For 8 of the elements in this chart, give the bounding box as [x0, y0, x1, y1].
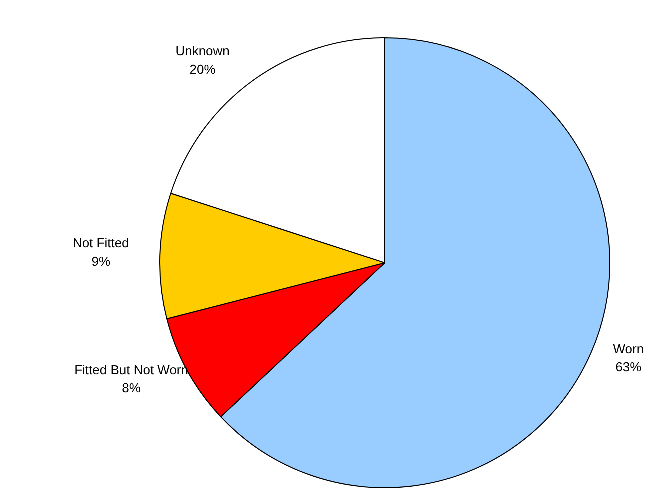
- data-label: 63%: [616, 360, 642, 375]
- slice-label: Fitted But Not Worn: [74, 362, 189, 378]
- slice-label: Worn: [613, 341, 644, 356]
- data-label: 20%: [190, 62, 216, 77]
- slice-label: Not Fitted: [72, 236, 130, 251]
- data-label: 9%: [92, 254, 111, 269]
- slice-label: Unknown: [176, 44, 230, 59]
- data-label: 8%: [122, 380, 142, 396]
